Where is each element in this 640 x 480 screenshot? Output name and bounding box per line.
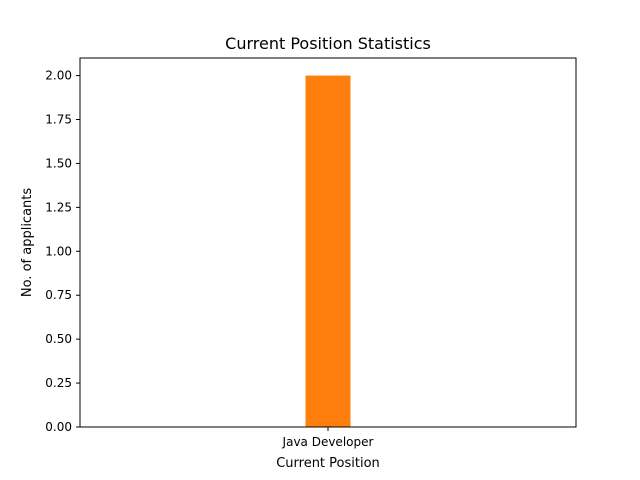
x-tick-label: Java Developer bbox=[282, 435, 374, 449]
y-tick-label: 0.50 bbox=[45, 332, 72, 346]
y-tick-label: 0.75 bbox=[45, 288, 72, 302]
bars-layer bbox=[305, 75, 351, 428]
chart-title: Current Position Statistics bbox=[225, 34, 431, 53]
x-axis: Java Developer bbox=[282, 427, 374, 449]
y-axis: 0.00 0.25 0.50 0.75 1.00 1.25 1.50 1.75 2.00 bbox=[45, 69, 80, 434]
y-tick-label: 0.25 bbox=[45, 376, 72, 390]
y-tick-label: 2.00 bbox=[45, 69, 72, 83]
y-tick-label: 1.75 bbox=[45, 113, 72, 127]
y-tick-label: 1.00 bbox=[45, 244, 72, 258]
y-tick-label: 0.00 bbox=[45, 420, 72, 434]
y-tick-label: 1.25 bbox=[45, 200, 72, 214]
x-axis-label: Current Position bbox=[276, 456, 380, 471]
bar-java-developer bbox=[305, 75, 351, 428]
y-axis-label: No. of applicants bbox=[20, 188, 35, 298]
y-tick-label: 1.50 bbox=[45, 156, 72, 170]
